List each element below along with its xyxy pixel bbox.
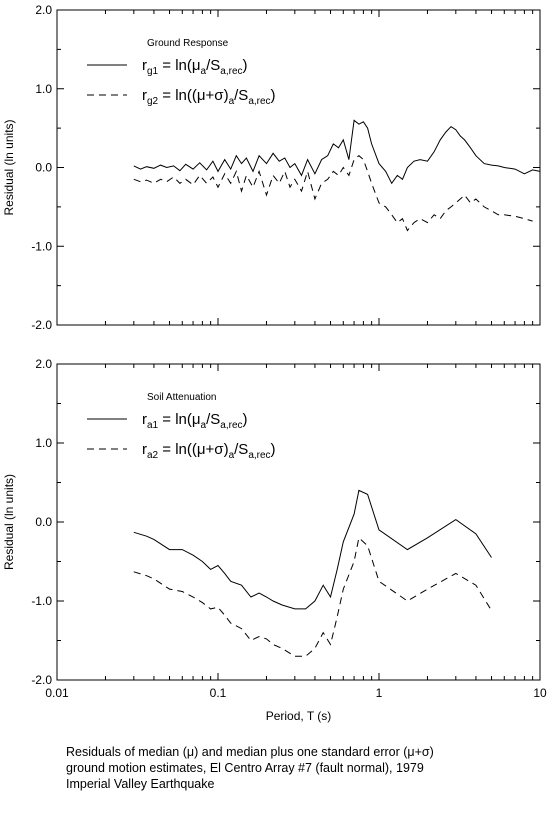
legend-close: ) <box>243 411 248 428</box>
legend-close: ) <box>271 441 276 458</box>
legend-mu-sub: a <box>201 66 207 77</box>
x-tick-label: 1 <box>376 686 383 700</box>
legend-r-sub: g1 <box>147 66 159 77</box>
series-line-1 <box>133 489 492 610</box>
legend-div: /S <box>206 411 220 428</box>
y-tick-label: -2.0 <box>31 673 52 687</box>
legend-mu: μ <box>192 411 201 428</box>
legend-div: /S <box>234 441 248 458</box>
x-axis-label: Period, T (s) <box>266 709 332 723</box>
legend-paren: ) <box>224 87 229 104</box>
y-tick-label: 2.0 <box>35 357 52 371</box>
y-tick-label: -1.0 <box>31 594 52 608</box>
caption-text-b: ) and median plus one standard error ( <box>194 745 408 759</box>
legend-r: r <box>142 411 147 428</box>
series-line-1 <box>133 119 541 185</box>
plot-frame <box>56 363 541 681</box>
caption-line-2: ground motion estimates, El Centro Array… <box>66 761 424 775</box>
legend-entry-2: ra2 = ln((μ+σ)a/Sa,rec) <box>142 441 276 461</box>
legend-s-sub: a,rec <box>220 66 242 77</box>
y-tick-label: 2.0 <box>35 3 52 17</box>
legend-entry-2: rg2 = ln((μ+σ)a/Sa,rec) <box>142 87 276 107</box>
figure-caption: Residuals of median (μ) and median plus … <box>66 744 536 792</box>
legend-entry-1: ra1 = ln(μa/Sa,rec) <box>142 411 248 431</box>
legend-entry-1: rg1 = ln(μa/Sa,rec) <box>142 57 248 77</box>
x-tick-label: 0.1 <box>210 686 227 700</box>
caption-text-c: ) <box>429 745 434 759</box>
legend-mu: μ+σ <box>197 441 224 458</box>
legend-div: /S <box>234 87 248 104</box>
caption-mu: μ <box>186 745 195 759</box>
legend-r-sub: a2 <box>147 450 159 461</box>
legend-title: Ground Response <box>147 38 229 49</box>
y-tick-label: -1.0 <box>31 239 52 253</box>
legend-title: Soil Attenuation <box>147 392 217 403</box>
legend-mu-sub: a <box>229 450 235 461</box>
x-tick-label: 10 <box>533 686 547 700</box>
legend-mu-sub: a <box>229 96 235 107</box>
legend-eq: = ln(( <box>158 441 197 458</box>
plot-frame <box>56 9 541 326</box>
legend-close: ) <box>271 87 276 104</box>
y-tick-label: 1.0 <box>35 82 52 96</box>
legend-r: r <box>142 57 147 74</box>
x-tick-label: 0.01 <box>45 686 69 700</box>
legend-eq: = ln( <box>158 411 192 428</box>
caption-mu-sigma: μ+σ <box>407 745 430 759</box>
y-tick-label: 1.0 <box>35 436 52 450</box>
legend-s-sub: a,rec <box>248 96 270 107</box>
legend-mu: μ <box>192 57 201 74</box>
chart-panel-1: 2.0 1.0 0.0 -1.0 -2.0 Residual (ln units) Grou… <box>2 3 541 332</box>
legend-s-sub: a,rec <box>248 450 270 461</box>
series-line-2 <box>133 155 533 232</box>
series-line-2 <box>133 536 492 657</box>
legend-eq: = ln(( <box>158 87 197 104</box>
chart-panel-2: 2.0 1.0 0.0 -1.0 -2.00.01 0.1 1 10 Residual (ln … <box>2 357 547 723</box>
y-axis-label: Residual (ln units) <box>2 119 16 215</box>
y-axis-label: Residual (ln units) <box>2 474 16 570</box>
caption-text-a: Residuals of median ( <box>66 745 187 759</box>
caption-line-1: Residuals of median (μ) and median plus … <box>66 744 536 760</box>
legend-eq: = ln( <box>158 57 192 74</box>
y-tick-label: 0.0 <box>35 515 52 529</box>
legend-div: /S <box>206 57 220 74</box>
y-tick-label: -2.0 <box>31 318 52 332</box>
legend-mu-sub: a <box>201 420 207 431</box>
legend-r-sub: a1 <box>147 420 159 431</box>
legend-s-sub: a,rec <box>220 420 242 431</box>
caption-line-3: Imperial Valley Earthquake <box>66 777 215 791</box>
legend-r-sub: g2 <box>147 96 159 107</box>
legend-close: ) <box>243 57 248 74</box>
legend-r: r <box>142 87 147 104</box>
legend-r: r <box>142 441 147 458</box>
legend-paren: ) <box>224 441 229 458</box>
legend-mu: μ+σ <box>197 87 224 104</box>
y-tick-label: 0.0 <box>35 161 52 175</box>
